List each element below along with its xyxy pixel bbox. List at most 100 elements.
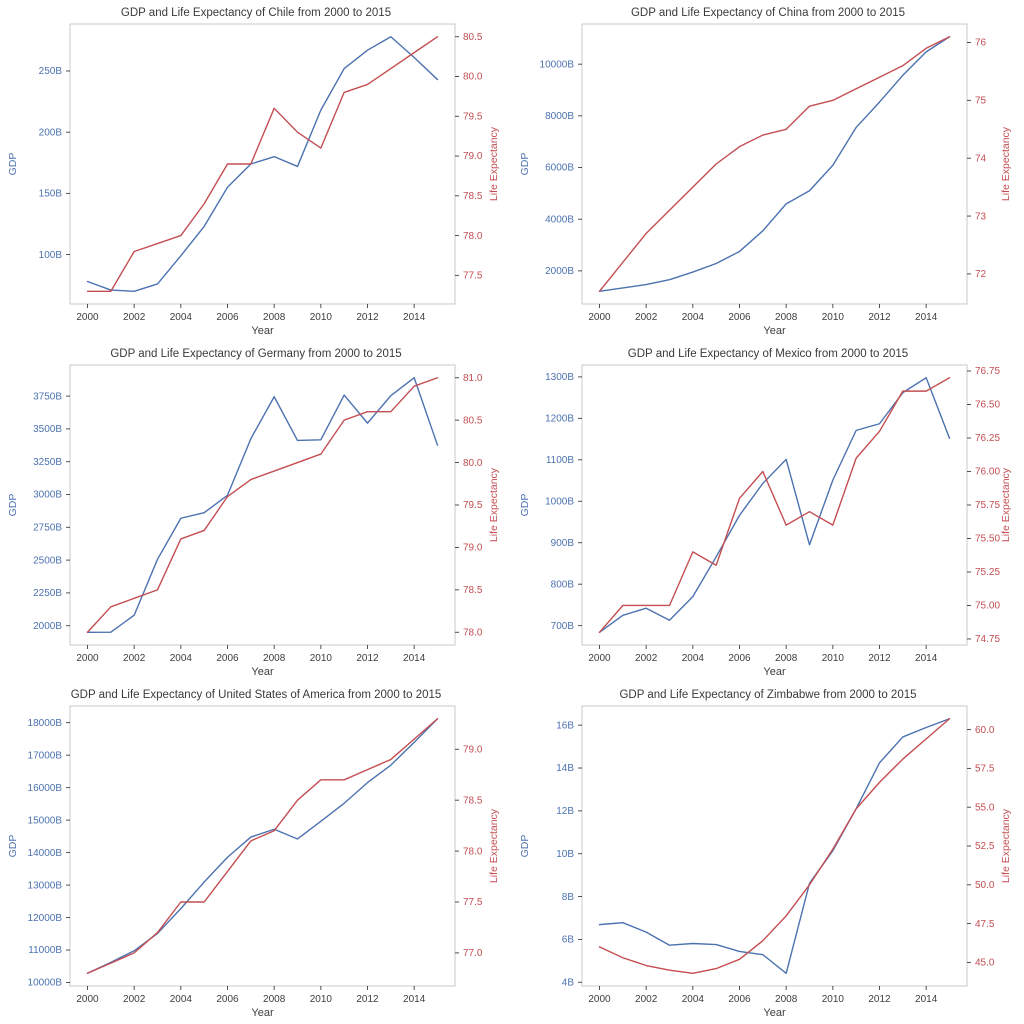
x-tick-label: 2014 xyxy=(915,994,938,1005)
left-tick-label: 10B xyxy=(556,849,574,860)
left-tick-label: 18000B xyxy=(28,718,63,729)
right-tick-label: 78.5 xyxy=(463,585,483,596)
right-tick-label: 55.0 xyxy=(975,802,995,813)
chile-plot-canvas: GDP and Life Expectancy of Chile from 20… xyxy=(7,7,500,337)
right-tick-label: 76.50 xyxy=(975,400,1000,411)
x-tick-label: 2002 xyxy=(635,653,658,664)
x-tick-label: 2008 xyxy=(263,312,286,323)
left-tick-label: 17000B xyxy=(28,750,63,761)
left-tick-label: 12B xyxy=(556,806,574,817)
right-tick-label: 78.5 xyxy=(463,795,483,806)
left-tick-label: 1300B xyxy=(545,372,574,383)
x-tick-label: 2010 xyxy=(822,653,845,664)
right-tick-label: 76.00 xyxy=(975,467,1000,478)
right-tick-label: 77.0 xyxy=(463,948,483,959)
plot-area: 2000 2002 2004 2006 2008 2010 2012 2014 Year 100B… xyxy=(7,23,500,337)
x-tick-label: 2004 xyxy=(170,312,193,323)
x-tick-label: 2004 xyxy=(170,994,193,1005)
plot-area: 2000 2002 2004 2006 2008 2010 2012 2014 Year 2000… xyxy=(7,364,500,678)
china-plot-canvas: GDP and Life Expectancy of China from 20… xyxy=(519,7,1012,337)
life-expectancy-axis-label: Life Expectancy xyxy=(1000,467,1012,542)
x-tick-label: 2014 xyxy=(403,994,426,1005)
x-tick-label: 2004 xyxy=(682,653,705,664)
right-tick-label: 75.50 xyxy=(975,534,1000,545)
x-tick-label: 2000 xyxy=(76,994,99,1005)
x-axis-label: Year xyxy=(251,666,274,678)
x-axis-label: Year xyxy=(763,325,786,337)
right-tick-label: 75.25 xyxy=(975,567,1000,578)
left-tick-label: 700B xyxy=(551,621,575,632)
right-tick-label: 74 xyxy=(975,153,987,164)
right-tick-label: 75.00 xyxy=(975,601,1000,612)
gdp-axis-label: GDP xyxy=(7,494,19,517)
x-tick-label: 2002 xyxy=(635,994,658,1005)
x-tick-label: 2010 xyxy=(310,312,333,323)
left-tick-label: 1000B xyxy=(545,496,574,507)
gdp-line xyxy=(598,36,951,292)
x-tick-label: 2002 xyxy=(123,653,146,664)
x-tick-label: 2014 xyxy=(403,312,426,323)
right-tick-label: 79.0 xyxy=(463,744,483,755)
right-tick-label: 78.5 xyxy=(463,191,483,202)
right-tick-label: 79.5 xyxy=(463,500,483,511)
zimbabwe-plot-canvas: GDP and Life Expectancy of Zimbabwe from… xyxy=(519,689,1012,1019)
life-expectancy-line xyxy=(598,377,951,633)
x-tick-label: 2000 xyxy=(76,653,99,664)
plot-frame xyxy=(69,23,456,305)
chart-germany: GDP and Life Expectancy of Germany from … xyxy=(0,341,512,682)
x-tick-label: 2012 xyxy=(868,653,891,664)
left-tick-label: 900B xyxy=(551,538,575,549)
plot-frame xyxy=(581,23,968,305)
x-tick-label: 2012 xyxy=(356,994,379,1005)
plot-frame xyxy=(69,705,456,987)
gdp-line xyxy=(598,377,951,633)
chart-title: GDP and Life Expectancy of United States… xyxy=(71,689,442,701)
right-tick-label: 80.5 xyxy=(463,32,483,43)
chart-united-states: GDP and Life Expectancy of United States… xyxy=(0,682,512,1023)
plot-frame xyxy=(581,705,968,987)
x-tick-label: 2004 xyxy=(682,312,705,323)
left-tick-label: 8B xyxy=(562,892,575,903)
chart-chile: GDP and Life Expectancy of Chile from 20… xyxy=(0,0,512,341)
left-tick-label: 100B xyxy=(39,250,63,261)
left-tick-label: 3250B xyxy=(33,457,62,468)
gdp-axis-label: GDP xyxy=(519,494,531,517)
gdp-axis-label: GDP xyxy=(7,835,19,858)
right-tick-label: 77.5 xyxy=(463,897,483,908)
x-tick-label: 2014 xyxy=(403,653,426,664)
x-tick-label: 2012 xyxy=(868,994,891,1005)
x-tick-label: 2004 xyxy=(170,653,193,664)
life-expectancy-line xyxy=(598,718,951,974)
gdp-line xyxy=(86,718,439,974)
left-tick-label: 15000B xyxy=(28,815,63,826)
left-tick-label: 800B xyxy=(551,579,575,590)
chart-china: GDP and Life Expectancy of China from 20… xyxy=(512,0,1024,341)
chart-title: GDP and Life Expectancy of Mexico from 2… xyxy=(628,348,908,360)
right-tick-label: 78.0 xyxy=(463,627,483,638)
plot-frame xyxy=(69,364,456,646)
plot-frame xyxy=(581,364,968,646)
chart-title: GDP and Life Expectancy of Chile from 20… xyxy=(121,7,391,19)
right-tick-label: 47.5 xyxy=(975,919,995,930)
left-tick-label: 3500B xyxy=(33,424,62,435)
x-tick-label: 2000 xyxy=(588,653,611,664)
x-tick-label: 2002 xyxy=(123,312,146,323)
x-tick-label: 2012 xyxy=(868,312,891,323)
right-tick-label: 45.0 xyxy=(975,958,995,969)
x-tick-label: 2004 xyxy=(682,994,705,1005)
right-tick-label: 77.5 xyxy=(463,271,483,282)
right-tick-label: 50.0 xyxy=(975,880,995,891)
right-tick-label: 75.75 xyxy=(975,500,1000,511)
left-tick-label: 6000B xyxy=(545,163,574,174)
left-tick-label: 11000B xyxy=(28,945,62,956)
plot-area: 2000 2002 2004 2006 2008 2010 2012 2014 Year 4B 6B… xyxy=(519,705,1012,1019)
right-tick-label: 76.75 xyxy=(975,366,1000,377)
x-tick-label: 2006 xyxy=(728,653,751,664)
right-tick-label: 79.0 xyxy=(463,151,483,162)
right-tick-label: 72 xyxy=(975,269,987,280)
x-tick-label: 2014 xyxy=(915,312,938,323)
gdp-axis-label: GDP xyxy=(519,835,531,858)
life-expectancy-axis-label: Life Expectancy xyxy=(488,467,500,542)
x-tick-label: 2012 xyxy=(356,653,379,664)
plot-area: 2000 2002 2004 2006 2008 2010 2012 2014 Year 700B… xyxy=(519,364,1012,678)
